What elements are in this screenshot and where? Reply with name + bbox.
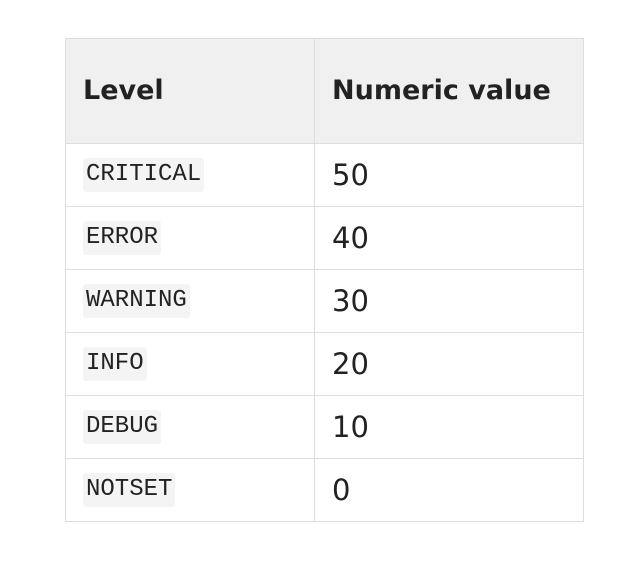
header-level: Level: [65, 38, 315, 144]
numeric-value-cell: 50: [314, 143, 584, 207]
numeric-value-cell: 10: [314, 395, 584, 459]
logging-levels-table-container: Level Numeric value CRITICAL 50 ERROR 40…: [65, 38, 584, 522]
level-cell: DEBUG: [65, 395, 315, 459]
level-code: DEBUG: [83, 410, 162, 444]
numeric-value-cell: 30: [314, 269, 584, 333]
table-row: WARNING 30: [65, 269, 584, 333]
logging-levels-table: Level Numeric value CRITICAL 50 ERROR 40…: [65, 38, 584, 522]
level-cell: CRITICAL: [65, 143, 315, 207]
table-row: INFO 20: [65, 332, 584, 396]
level-cell: ERROR: [65, 206, 315, 270]
header-numeric-value: Numeric value: [314, 38, 584, 144]
table-row: DEBUG 10: [65, 395, 584, 459]
level-code: INFO: [83, 347, 147, 381]
numeric-value-cell: 40: [314, 206, 584, 270]
level-code: WARNING: [83, 284, 190, 318]
level-code: CRITICAL: [83, 158, 205, 192]
numeric-value-cell: 0: [314, 458, 584, 522]
numeric-value-cell: 20: [314, 332, 584, 396]
level-code: NOTSET: [83, 473, 176, 507]
level-cell: WARNING: [65, 269, 315, 333]
level-code: ERROR: [83, 221, 162, 255]
level-cell: INFO: [65, 332, 315, 396]
table-row: ERROR 40: [65, 206, 584, 270]
table-row: NOTSET 0: [65, 458, 584, 522]
table-header-row: Level Numeric value: [65, 38, 584, 144]
level-cell: NOTSET: [65, 458, 315, 522]
table-row: CRITICAL 50: [65, 143, 584, 207]
